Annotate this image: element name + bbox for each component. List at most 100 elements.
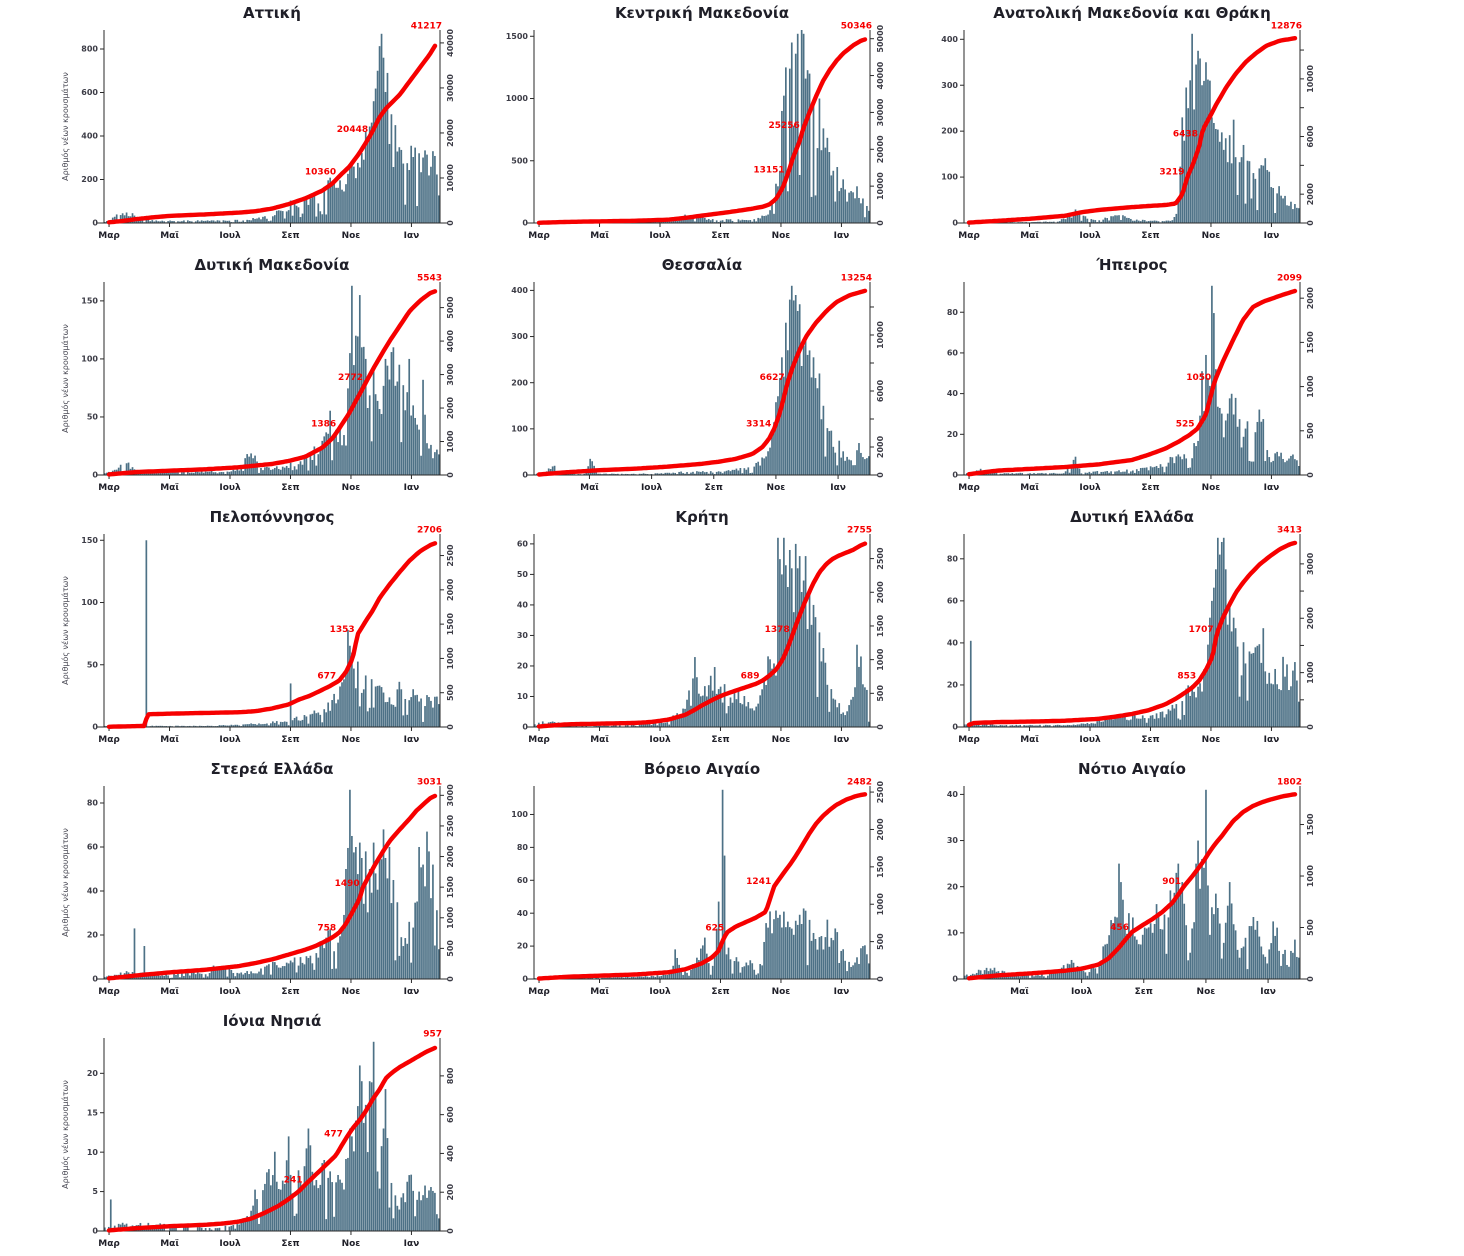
right-axis-tick: 1000	[876, 648, 885, 671]
cumulative-mid-label: 1490	[335, 879, 360, 889]
cumulative-mid-label: 689	[741, 672, 760, 682]
cumulative-cases-line	[966, 36, 1298, 225]
right-axis-tick: 500	[446, 684, 455, 701]
cumulative-cases-line	[536, 792, 868, 981]
right-axis-tick: 50000	[876, 24, 885, 52]
left-axis-tick: 0	[92, 471, 98, 480]
x-axis-tick: Ιαν	[404, 231, 420, 241]
chart-svg: Θεσσαλία 0 100 200 300 400 0 2000 6000 10000 Μαϊ Ιο…	[511, 256, 885, 493]
right-axis-tick: 2500	[876, 781, 885, 804]
cumulative-cases-line	[966, 540, 1298, 727]
left-axis-tick: 20	[517, 942, 529, 951]
x-axis-tick: Ιαν	[404, 483, 420, 493]
right-axis-tick: 800	[446, 1067, 455, 1084]
right-axis-tick: 6000	[876, 379, 885, 402]
cumulative-cases-line	[106, 289, 438, 477]
x-axis-tick: Ιουλ	[641, 483, 663, 493]
left-axis-tick: 0	[522, 219, 528, 228]
x-axis-tick: Μαρ	[958, 483, 980, 493]
right-axis-tick: 0	[876, 976, 885, 982]
cumulative-final-label: 1802	[1277, 777, 1302, 787]
left-axis-tick: 150	[81, 536, 98, 545]
right-axis-tick: 10000	[446, 164, 455, 192]
cumulative-mid-label: 853	[1177, 672, 1196, 682]
x-axis-tick: Νοε	[342, 483, 361, 493]
chart-svg: Ανατολική Μακεδονία και Θράκη 0 100 200 300 4…	[941, 4, 1315, 241]
cumulative-mid-label: 1353	[330, 625, 355, 635]
left-axis-tick: 80	[517, 843, 529, 852]
right-axis-tick: 0	[446, 1228, 455, 1234]
left-axis-tick: 50	[517, 570, 529, 579]
right-axis-tick: 0	[446, 472, 455, 478]
left-axis-tick: 60	[517, 876, 529, 885]
left-axis-tick: 0	[952, 471, 958, 480]
left-axis-tick: 600	[81, 88, 98, 97]
cumulative-mid-label: 10360	[305, 167, 336, 177]
chart-svg: Δυτική Μακεδονία Αριθμός νέων κρουσμάτων 0…	[60, 256, 455, 493]
right-axis-tick: 1000	[1306, 661, 1315, 684]
right-axis-tick: 1000	[446, 430, 455, 453]
cumulative-mid-label: 625	[705, 923, 724, 933]
right-axis-tick: 40000	[876, 61, 885, 89]
right-axis-tick: 10000	[876, 172, 885, 200]
x-axis-tick: Σεπ	[711, 987, 729, 997]
left-axis-tick: 60	[947, 349, 959, 358]
region-chart-13: Ιόνια Νησιά Αριθμός νέων κρουσμάτων 0 5 10 15…	[58, 1010, 488, 1256]
x-axis-tick: Ιουλ	[649, 231, 671, 241]
chart-svg: Βόρειο Αιγαίο020406080100050010001500200…	[511, 760, 885, 997]
cumulative-cases-line	[536, 541, 868, 729]
right-axis-tick: 1000	[446, 647, 455, 670]
left-axis-tick: 10	[87, 1148, 99, 1157]
left-axis-tick: 30	[947, 836, 959, 845]
x-axis-tick: Σεπ	[705, 483, 723, 493]
chart-title: Δυτική Ελλάδα	[1070, 508, 1194, 526]
x-axis-tick: Σεπ	[1141, 231, 1159, 241]
daily-cases-bars	[104, 540, 440, 727]
left-axis-tick: 0	[522, 723, 528, 732]
x-axis-tick: Σεπ	[711, 735, 729, 745]
x-axis-tick: Σεπ	[281, 987, 299, 997]
x-axis-tick: Νοε	[1202, 735, 1221, 745]
x-axis-tick: Σεπ	[281, 483, 299, 493]
charts-grid: Αττική Αριθμός νέων κρουσμάτων 0 200 400 600 8…	[58, 2, 1348, 1256]
x-axis-tick: Μαρ	[528, 231, 550, 241]
x-axis-tick: Ιαν	[404, 987, 420, 997]
x-axis-tick: Μαϊ	[590, 735, 609, 745]
cumulative-final-label: 5543	[417, 273, 442, 283]
right-axis-tick: 1500	[1306, 813, 1315, 836]
cumulative-final-label: 3413	[1277, 525, 1302, 535]
region-chart-1: Αττική Αριθμός νέων κρουσμάτων 0 200 400 600 8…	[58, 2, 488, 252]
x-axis-tick: Μαρ	[98, 735, 120, 745]
x-axis-tick: Ιουλ	[219, 231, 241, 241]
left-axis-tick: 60	[87, 843, 99, 852]
left-axis-tick: 1000	[506, 94, 529, 103]
daily-cases-bars	[964, 789, 1300, 979]
cumulative-mid-label: 3314	[746, 420, 771, 430]
x-axis-tick: Νοε	[1197, 987, 1216, 997]
x-axis-tick: Ιουλ	[219, 1239, 241, 1249]
right-axis-tick: 10000	[1306, 65, 1315, 93]
left-axis-tick: 20	[517, 662, 529, 671]
cumulative-cases-line	[106, 1045, 438, 1233]
cumulative-cases-line	[966, 792, 1298, 981]
left-axis-tick: 100	[941, 173, 958, 182]
left-axis-tick: 800	[81, 45, 98, 54]
chart-svg: Αττική Αριθμός νέων κρουσμάτων 0 200 400 600 8…	[60, 4, 455, 241]
cumulative-mid-label: 13151	[753, 166, 784, 176]
right-axis-tick: 400	[446, 1145, 455, 1162]
cumulative-cases-line	[106, 793, 438, 981]
left-axis-tick: 40	[947, 389, 959, 398]
left-axis-tick: 150	[81, 296, 98, 305]
cumulative-mid-label: 901	[1162, 877, 1181, 887]
left-axis-tick: 30	[517, 631, 529, 640]
cumulative-final-label: 12876	[1271, 21, 1302, 31]
cumulative-cases-line	[106, 43, 438, 225]
region-chart-8: Κρήτη 0 10 20 30 40 50 60 0 500 1000 1500 2000 2500 Μα…	[488, 506, 918, 756]
x-axis-tick: Νοε	[342, 1239, 361, 1249]
right-axis-tick: 10000	[876, 321, 885, 349]
cumulative-final-label: 50346	[841, 21, 872, 31]
right-axis-tick: 2000	[1306, 607, 1315, 630]
region-chart-6: Ήπειρος 0 20 40 60 80 0 500 1000 1500 2000 Μαρ Μαϊ Ιο…	[918, 254, 1348, 504]
left-axis-tick: 500	[511, 156, 528, 165]
